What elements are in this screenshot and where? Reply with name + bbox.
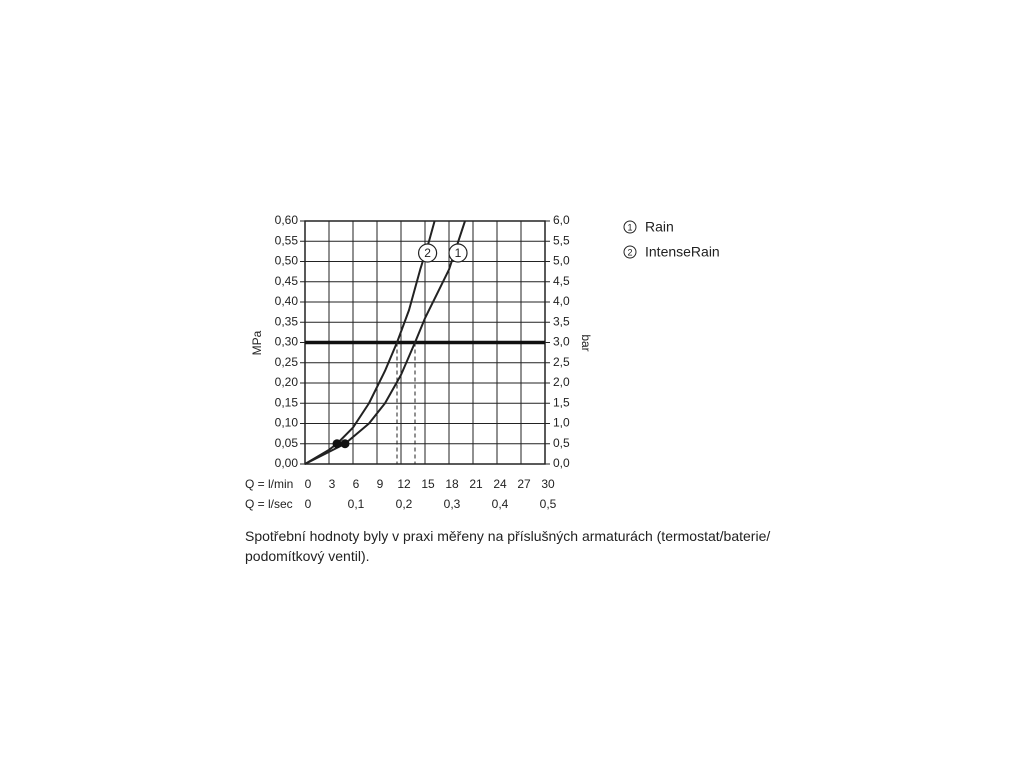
x2-tick-label: 0,2 xyxy=(396,497,413,511)
y-tick-label: 0,45 xyxy=(275,274,299,288)
y2-tick-label: 3,0 xyxy=(553,335,570,349)
y-tick-label: 0,10 xyxy=(275,416,299,430)
curve-label-circle xyxy=(418,243,438,263)
curve-label-circle xyxy=(448,243,468,263)
y2-tick-label: 0,5 xyxy=(553,436,570,450)
y2-tick-label: 1,0 xyxy=(553,416,570,430)
x-tick-label: 27 xyxy=(517,477,531,491)
y2-tick-label: 1,5 xyxy=(553,395,570,409)
legend-symbol xyxy=(623,220,637,234)
y2-tick-label: 3,5 xyxy=(553,314,570,328)
legend-label: IntenseRain xyxy=(645,244,720,260)
x-tick-label: 24 xyxy=(493,477,507,491)
y-tick-label: 0,60 xyxy=(275,213,299,227)
y-tick-label: 0,00 xyxy=(275,456,299,470)
y2-tick-label: 2,5 xyxy=(553,355,570,369)
y2-tick-label: 6,0 xyxy=(553,213,570,227)
x2-tick-label: 0,5 xyxy=(540,497,557,511)
marker-dot xyxy=(340,439,350,449)
y2-axis-label: bar xyxy=(579,334,593,351)
y2-tick-label: 2,0 xyxy=(553,375,570,389)
x-tick-label: 21 xyxy=(469,477,483,491)
legend-symbol-label: 2 xyxy=(627,247,632,257)
x-axis-label: Q = l/min xyxy=(245,477,293,491)
x-tick-label: 6 xyxy=(353,477,360,491)
marker-dot xyxy=(332,439,342,449)
legend-symbol xyxy=(623,245,637,259)
curve-label: 1 xyxy=(455,246,462,260)
y-tick-label: 0,55 xyxy=(275,233,299,247)
y2-tick-label: 5,0 xyxy=(553,254,570,268)
y-tick-label: 0,15 xyxy=(275,395,299,409)
x-tick-label: 30 xyxy=(541,477,555,491)
y2-tick-label: 5,5 xyxy=(553,233,570,247)
x-tick-label: 15 xyxy=(421,477,435,491)
caption: Spotřební hodnoty byly v praxi měřeny na… xyxy=(245,528,771,564)
x2-tick-label: 0 xyxy=(305,497,312,511)
x-tick-label: 18 xyxy=(445,477,459,491)
x2-tick-label: 0,4 xyxy=(492,497,509,511)
x2-tick-label: 0,3 xyxy=(444,497,461,511)
legend-symbol-label: 1 xyxy=(627,222,632,232)
y-tick-label: 0,30 xyxy=(275,335,299,349)
y2-tick-label: 4,0 xyxy=(553,294,570,308)
x-tick-label: 9 xyxy=(377,477,384,491)
y-tick-label: 0,05 xyxy=(275,436,299,450)
y-tick-label: 0,40 xyxy=(275,294,299,308)
y-tick-label: 0,20 xyxy=(275,375,299,389)
y-tick-label: 0,25 xyxy=(275,355,299,369)
x2-tick-label: 0,1 xyxy=(348,497,365,511)
x-tick-label: 12 xyxy=(397,477,411,491)
legend-label: Rain xyxy=(645,219,674,235)
y-axis-label: MPa xyxy=(250,330,264,355)
y-tick-label: 0,50 xyxy=(275,254,299,268)
x-tick-label: 0 xyxy=(305,477,312,491)
x2-axis-label: Q = l/sec xyxy=(245,497,293,511)
curve-label: 2 xyxy=(424,246,431,260)
x-tick-label: 3 xyxy=(329,477,336,491)
y-tick-label: 0,35 xyxy=(275,314,299,328)
y2-tick-label: 4,5 xyxy=(553,274,570,288)
y2-tick-label: 0,0 xyxy=(553,456,570,470)
